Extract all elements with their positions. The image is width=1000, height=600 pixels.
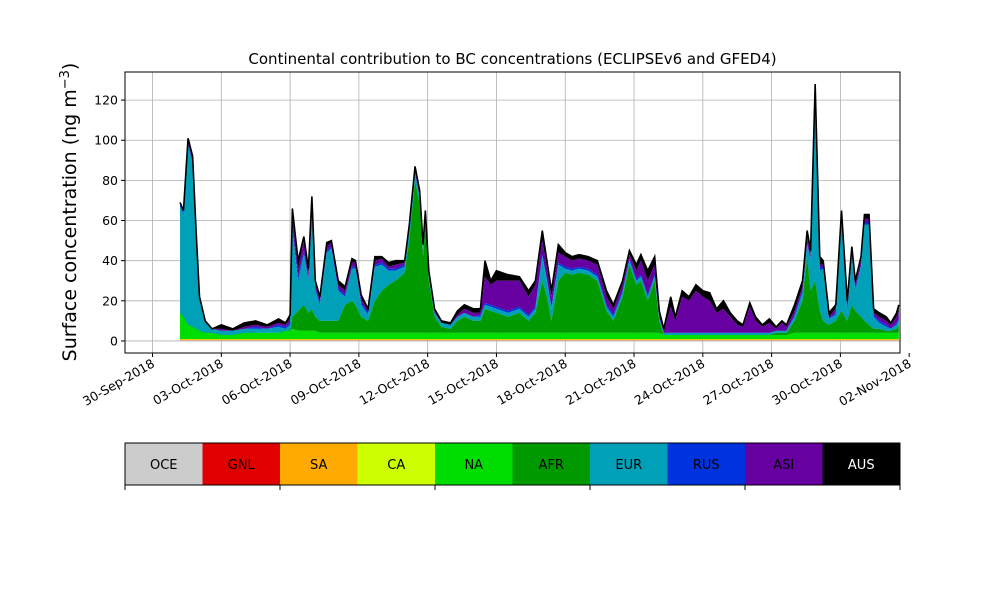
legend-swatch-gnl <box>202 443 281 485</box>
legend-swatch-oce <box>125 443 203 485</box>
area-sa <box>180 339 899 341</box>
area-eur <box>180 104 899 335</box>
legend-label-oce: OCE <box>150 458 178 473</box>
total-outline-line <box>179 84 900 330</box>
area-na <box>180 312 899 339</box>
legend-swatch-na <box>435 443 513 485</box>
legend-label-gnl: GNL <box>228 458 256 473</box>
y-tick-label: 120 <box>94 93 118 108</box>
stacked-areas <box>180 84 899 341</box>
area-oce <box>180 340 899 341</box>
chart-title: Continental contribution to BC concentra… <box>248 50 776 68</box>
y-axis-label-close: ) <box>59 63 81 70</box>
y-tick-label: 40 <box>102 253 118 268</box>
plot-frame <box>124 71 901 354</box>
legend-swatch-afr <box>512 443 591 485</box>
legend-label-rus: RUS <box>693 458 720 473</box>
legend-label-sa: SA <box>310 458 327 473</box>
legend-swatch-aus <box>822 443 901 485</box>
legend-frame <box>124 442 901 486</box>
legend-label-aus: AUS <box>848 458 875 473</box>
legend-swatch-rus <box>667 443 746 485</box>
legend-label-asi: ASI <box>773 458 794 473</box>
y-axis-label: Surface concentration (ng m−3) <box>58 63 81 362</box>
legend-label-ca: CA <box>387 458 405 473</box>
y-tick-label: 0 <box>110 333 118 348</box>
y-axis-label-exponent: −3 <box>58 70 73 89</box>
legend-swatch-ca <box>357 443 436 485</box>
legend-label-na: NA <box>464 458 483 473</box>
y-tick-label: 60 <box>102 213 118 228</box>
y-tick-label: 20 <box>102 293 118 308</box>
total-outline <box>179 84 900 330</box>
y-tick-label: 80 <box>102 173 118 188</box>
legend-swatch-sa <box>280 443 358 485</box>
y-axis-ticks: 0 20 40 60 80 100 120 <box>94 93 125 348</box>
legend-label-afr: AFR <box>539 458 564 473</box>
area-afr <box>180 180 899 335</box>
area-ca <box>180 338 899 340</box>
legend-swatch-asi <box>745 443 823 485</box>
legend-swatch-eur <box>590 443 668 485</box>
y-tick-label: 100 <box>94 133 118 148</box>
legend-label-eur: EUR <box>615 458 642 473</box>
colorbar-legend: OCE GNL SA CA NA AFR EUR RUS ASI AUS <box>124 442 901 490</box>
y-axis-label-main: Surface concentration (ng m <box>59 89 81 361</box>
